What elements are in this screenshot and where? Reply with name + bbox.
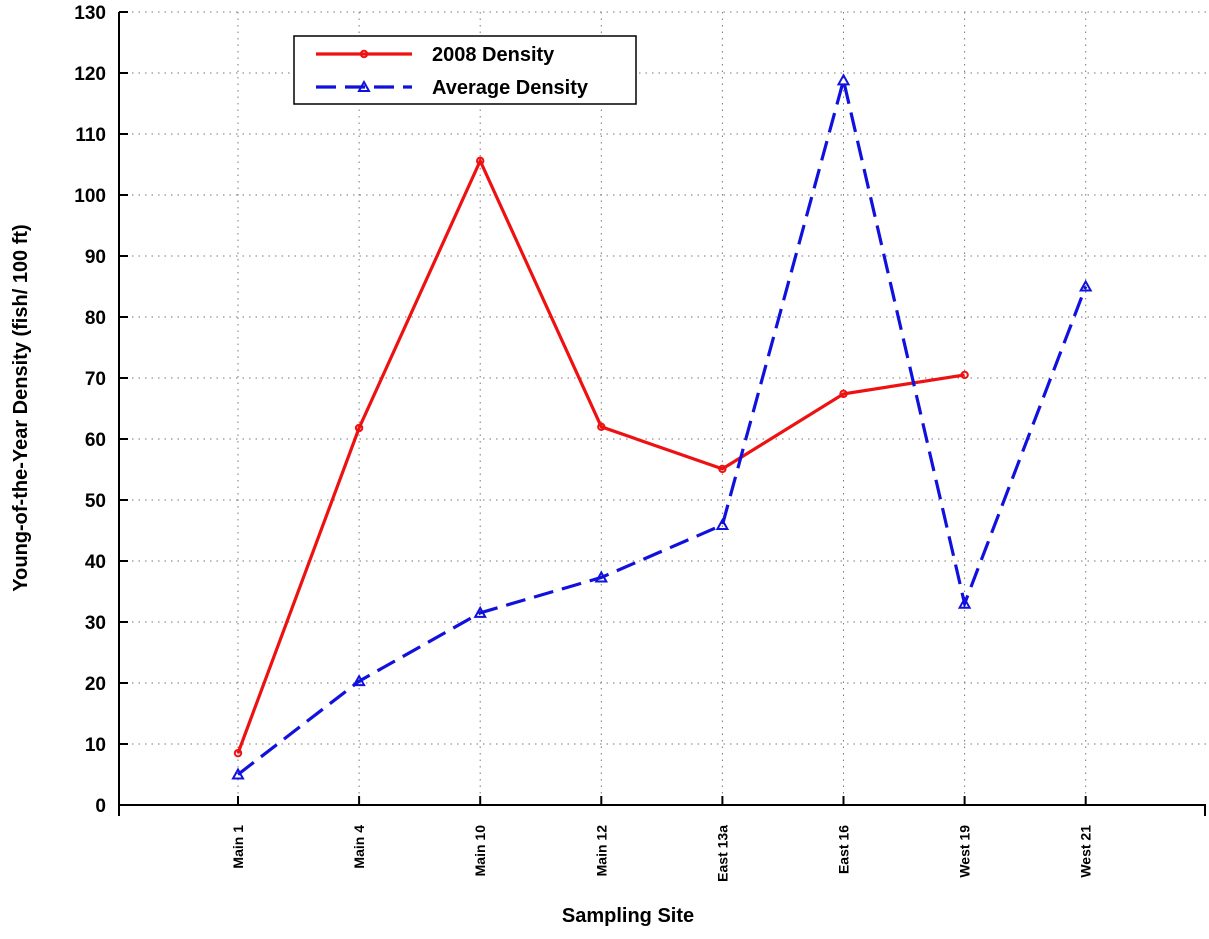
y-tick-label: 90 bbox=[85, 247, 106, 268]
y-tick-label: 50 bbox=[85, 491, 106, 512]
data-point bbox=[359, 49, 369, 59]
data-point bbox=[233, 748, 243, 758]
data-point bbox=[231, 767, 245, 780]
x-axis-title: Sampling Site bbox=[562, 905, 694, 927]
data-point bbox=[839, 389, 848, 399]
series-average-density bbox=[231, 73, 1093, 780]
axes: 0 10 20 30 40 50 60 70 80 90 100 110 120 130 Main 1 Mai… bbox=[74, 3, 1206, 882]
series-line bbox=[236, 156, 965, 754]
legend: 2008 Density Average Density bbox=[293, 35, 637, 105]
y-tick-label: 0 bbox=[95, 796, 106, 817]
x-tick-label: Main 4 bbox=[351, 825, 367, 869]
data-point bbox=[960, 370, 969, 380]
data-point bbox=[715, 517, 730, 531]
y-tick-label: 120 bbox=[74, 64, 106, 85]
x-tick-label: East 16 bbox=[836, 825, 852, 874]
data-point bbox=[836, 73, 851, 86]
legend-box bbox=[293, 35, 637, 105]
data-point bbox=[1079, 279, 1093, 292]
y-axis-title: Young-of-the-Year Density (fish/ 100 ft) bbox=[10, 224, 32, 591]
data-series bbox=[231, 73, 1093, 780]
y-tick-label: 40 bbox=[85, 552, 106, 573]
x-tick-label: Main 1 bbox=[230, 825, 246, 869]
y-tick-label: 20 bbox=[85, 674, 106, 695]
y-tick-label: 100 bbox=[74, 186, 106, 207]
series-line bbox=[237, 79, 1088, 776]
y-tick-label: 30 bbox=[85, 613, 106, 634]
gridlines bbox=[119, 11, 1206, 805]
data-point bbox=[597, 422, 606, 431]
legend-label: Average Density bbox=[432, 77, 589, 99]
y-tick-label: 10 bbox=[85, 735, 106, 756]
x-tick-label: Main 12 bbox=[593, 825, 609, 877]
x-tick-label: West 19 bbox=[957, 825, 973, 878]
data-point bbox=[594, 570, 608, 583]
y-tick-label: 80 bbox=[85, 308, 106, 329]
x-tick-label: West 21 bbox=[1078, 825, 1094, 878]
y-tick-label: 60 bbox=[85, 430, 106, 451]
data-point bbox=[476, 156, 485, 166]
legend-label: 2008 Density bbox=[432, 44, 555, 66]
y-tick-label: 70 bbox=[85, 369, 106, 390]
data-point bbox=[957, 596, 972, 609]
x-tick-label: Main 10 bbox=[472, 825, 488, 877]
data-point bbox=[473, 605, 487, 618]
x-tick-label: East 13a bbox=[714, 825, 730, 882]
y-tick-label: 110 bbox=[75, 125, 106, 146]
series-2008-density bbox=[233, 156, 969, 758]
data-point bbox=[357, 79, 371, 92]
data-point bbox=[354, 423, 364, 433]
y-tick-label: 130 bbox=[74, 3, 106, 24]
data-point bbox=[352, 674, 366, 687]
data-point bbox=[718, 464, 727, 474]
